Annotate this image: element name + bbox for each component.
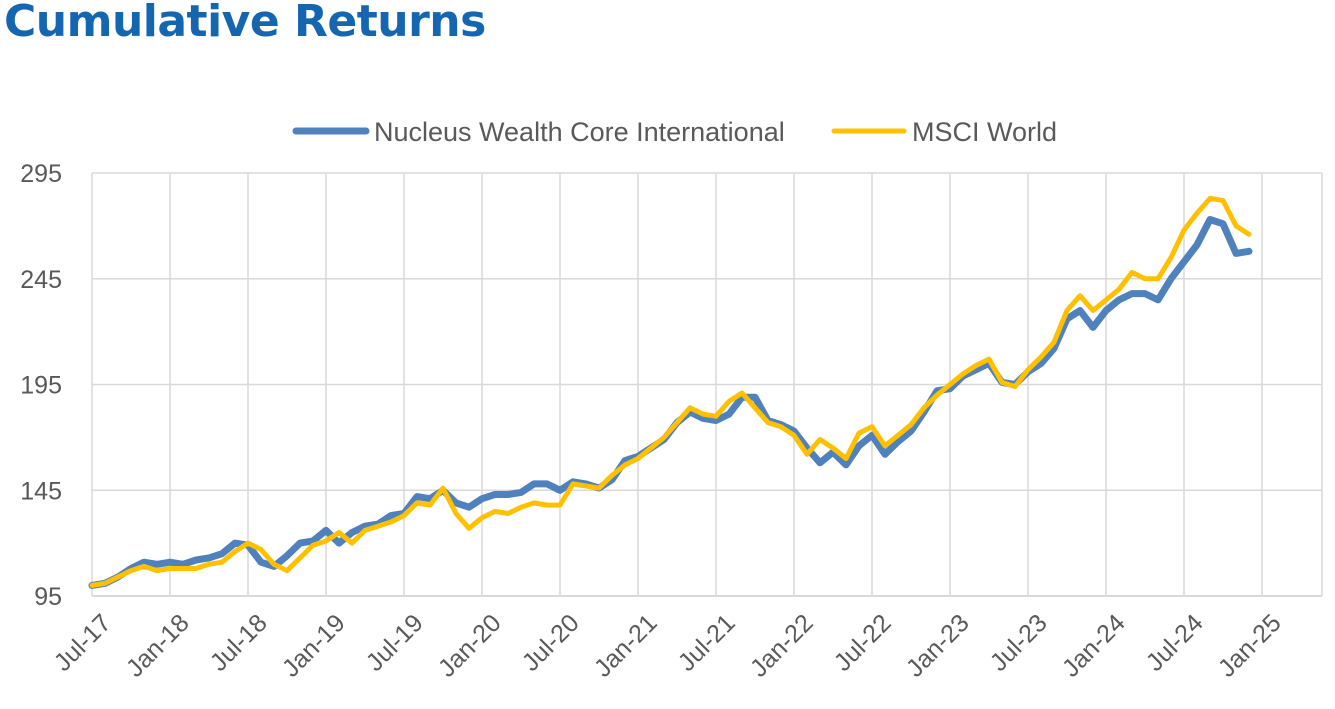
y-tick-label: 95	[34, 583, 62, 611]
x-tick-label: Jul-23	[985, 609, 1053, 677]
x-tick-label: Jan-25	[1213, 609, 1287, 683]
chart-title: Cumulative Returns	[4, 0, 486, 47]
x-tick-label: Jan-20	[433, 609, 507, 683]
series-lines	[88, 195, 1253, 589]
x-axis-ticks: Jul-17 Jan-18 Jul-18 Jan-19 Jul-19 Jan-20 Jul-…	[49, 609, 1287, 683]
y-tick-label: 295	[20, 160, 62, 188]
x-tick-label: Jul-17	[49, 609, 117, 677]
series-line-0	[88, 216, 1253, 589]
legend-label: MSCI World	[912, 117, 1057, 147]
x-tick-label: Jan-21	[589, 609, 663, 683]
y-tick-label: 145	[20, 477, 62, 505]
legend-label: Nucleus Wealth Core International	[374, 117, 785, 147]
legend: Nucleus Wealth Core International MSCI Wo…	[292, 117, 1057, 147]
x-tick-label: Jul-20	[517, 609, 585, 677]
x-tick-label: Jan-23	[901, 609, 975, 683]
x-tick-label: Jul-18	[205, 609, 273, 677]
grid	[91, 172, 1323, 597]
y-tick-label: 195	[20, 372, 62, 400]
series-line-1	[89, 195, 1252, 588]
x-tick-label: Jan-24	[1057, 609, 1131, 683]
x-tick-label: Jul-19	[361, 609, 429, 677]
x-tick-label: Jul-24	[1141, 609, 1209, 677]
y-axis-ticks: 95 145 195 245 295	[20, 160, 62, 611]
x-tick-label: Jul-22	[829, 609, 897, 677]
y-tick-label: 245	[20, 266, 62, 294]
x-tick-label: Jan-18	[121, 609, 195, 683]
x-tick-label: Jul-21	[673, 609, 741, 677]
x-tick-label: Jan-19	[277, 609, 351, 683]
x-tick-label: Jan-22	[745, 609, 819, 683]
